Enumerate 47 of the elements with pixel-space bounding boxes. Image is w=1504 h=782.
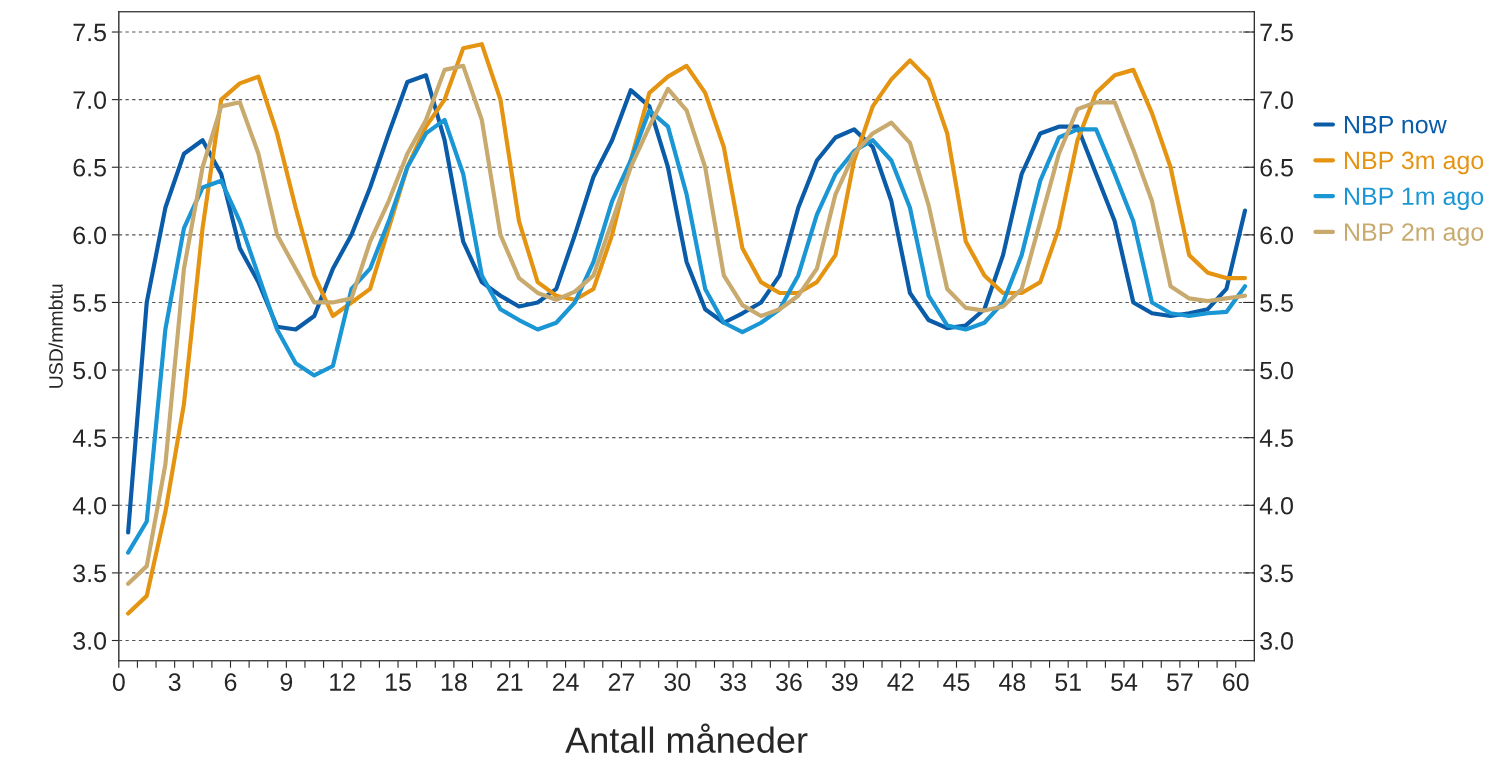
x-tick-label: 21: [497, 673, 523, 691]
x-tick-label: 24: [552, 673, 579, 691]
y2-tick-label: 6.0: [1260, 226, 1293, 245]
x-tick-label: 33: [720, 673, 746, 691]
x-tick-label: 6: [224, 673, 237, 691]
legend-label: NBP 3m ago: [1344, 151, 1484, 175]
y-tick-label: 7.0: [73, 91, 107, 109]
y2-tick-label: 5.0: [1260, 361, 1293, 380]
y-tick-label: 4.5: [72, 429, 106, 447]
y-tick-label: 3.5: [73, 564, 106, 583]
x-tick-label: 9: [280, 673, 293, 691]
x-tick-label: 57: [1166, 673, 1193, 691]
x-tick-label: 42: [887, 673, 914, 691]
y2-tick-label: 5.5: [1260, 294, 1293, 312]
x-tick-label: 36: [776, 673, 802, 691]
y2-tick-label: 7.0: [1260, 91, 1293, 109]
y2-tick-label: 4.0: [1259, 496, 1293, 515]
x-tick-label: 12: [330, 673, 355, 691]
x-tick-label: 39: [831, 673, 858, 691]
x-tick-label: 3: [168, 673, 181, 691]
y2-tick-label: 3.5: [1260, 564, 1293, 583]
legend-label: NBP now: [1344, 116, 1447, 134]
x-axis-title: Antall måneder: [565, 723, 808, 753]
x-tick-label: 60: [1223, 673, 1249, 691]
x-tick-label: 51: [1055, 673, 1081, 691]
x-tick-label: 30: [664, 673, 691, 691]
legend-label: NBP 2m ago: [1344, 223, 1484, 246]
y-tick-label: 6.0: [73, 226, 107, 245]
x-tick-label: 27: [608, 673, 635, 691]
y-tick-label: 6.5: [73, 158, 106, 177]
y-tick-label: 5.0: [73, 361, 107, 380]
x-tick-label: 48: [999, 673, 1026, 691]
y2-tick-label: 4.5: [1259, 429, 1293, 447]
y-tick-label: 3.0: [73, 632, 107, 650]
y-tick-label: 4.0: [72, 496, 107, 515]
y-tick-label: 5.5: [73, 294, 106, 312]
y-tick-label: 7.5: [73, 23, 106, 42]
x-tick-label: 18: [441, 673, 467, 691]
x-tick-label: 54: [1111, 673, 1138, 691]
y2-tick-label: 3.0: [1260, 632, 1293, 650]
y2-tick-label: 7.5: [1260, 23, 1293, 42]
x-tick-label: 15: [386, 673, 411, 691]
y-axis-title: USD/mmbtu: [48, 284, 63, 388]
y2-tick-label: 6.5: [1260, 158, 1293, 177]
legend-label: NBP 1m ago: [1344, 187, 1484, 211]
x-tick-label: 0: [112, 673, 125, 691]
x-tick-label: 45: [943, 673, 970, 691]
